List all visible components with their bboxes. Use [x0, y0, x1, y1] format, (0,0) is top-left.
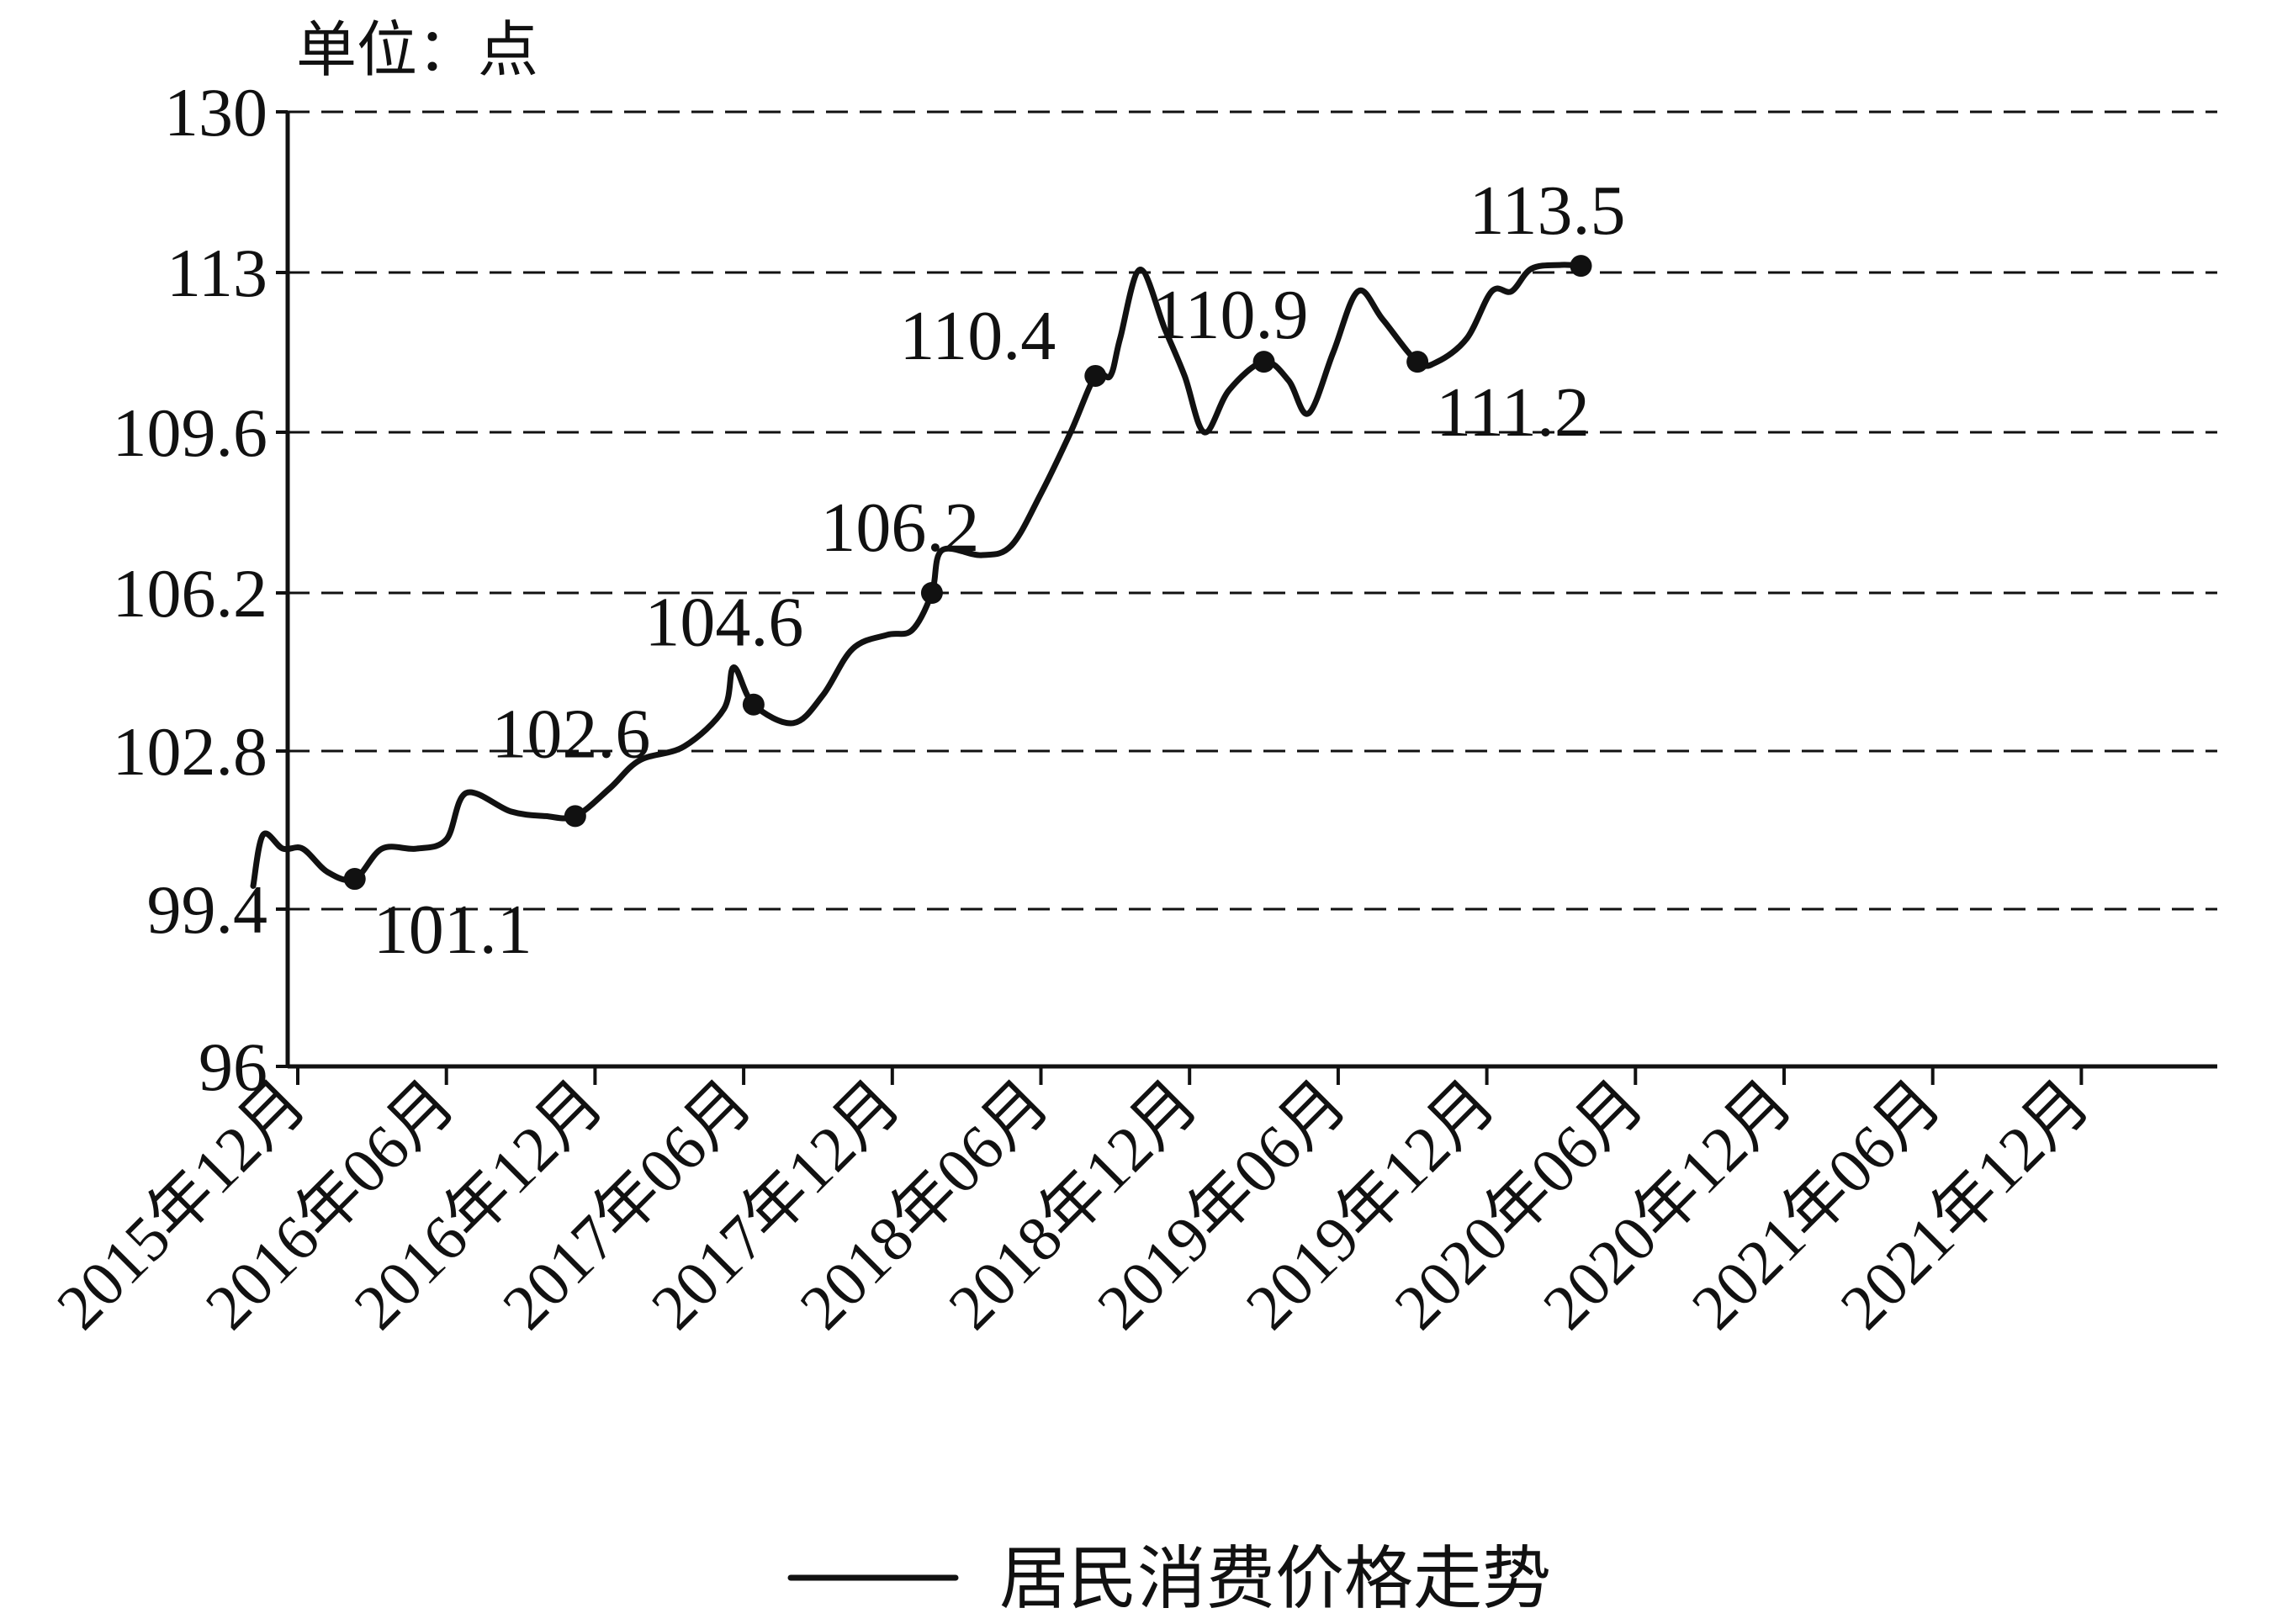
gridlines	[288, 110, 2217, 911]
data-point-marker	[564, 805, 586, 828]
data-label: 110.4	[899, 297, 1056, 375]
y-tick-label: 99.4	[147, 871, 268, 948]
y-tick-label: 96	[199, 1029, 267, 1105]
data-label: 102.6	[491, 695, 650, 773]
series-line	[250, 262, 1584, 889]
y-tick-label: 113	[167, 235, 267, 311]
legend-label: 居民消费价格走势	[999, 1541, 1551, 1617]
y-tick-label: 106.2	[113, 555, 268, 632]
data-point-marker	[343, 868, 366, 891]
y-tick-label: 109.6	[113, 394, 268, 471]
x-axis-ticks: 2015年12月2016年06月2016年12月2017年06月2017年12月…	[44, 1066, 2103, 1343]
data-label: 113.5	[1469, 172, 1626, 250]
data-point-marker	[1406, 351, 1429, 373]
data-label: 106.2	[820, 489, 979, 567]
data-point-marker	[1570, 255, 1592, 278]
legend: 居民消费价格走势	[787, 1541, 1551, 1617]
y-axis-ticks: 130 113 109.6 106.2 102.8 99.4 96	[113, 74, 288, 1105]
data-label: 110.9	[1152, 276, 1309, 354]
data-point-marker	[920, 582, 943, 604]
data-label: 104.6	[644, 584, 803, 662]
data-label: 111.2	[1436, 373, 1590, 452]
data-point-marker	[1252, 351, 1275, 373]
y-tick-label: 102.8	[113, 713, 268, 790]
y-tick-label: 130	[164, 74, 267, 151]
data-point-marker	[742, 693, 765, 716]
data-point-marker	[1084, 364, 1107, 387]
unit-label: 单位：点	[296, 17, 538, 84]
data-label: 101.1	[373, 891, 532, 969]
